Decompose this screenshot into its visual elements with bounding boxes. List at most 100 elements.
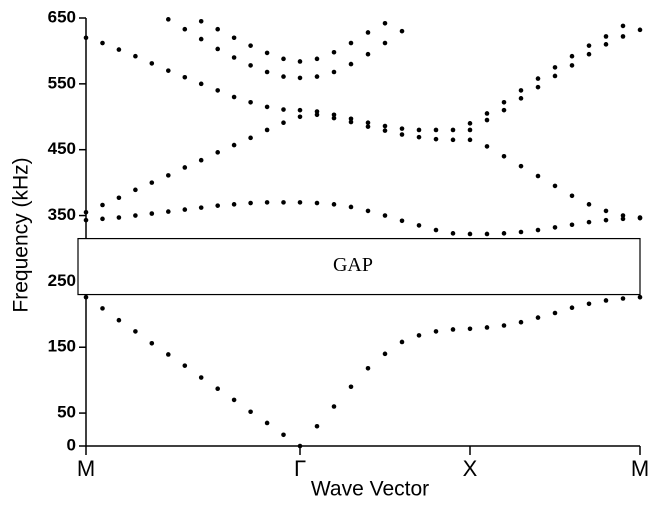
band-point: [552, 225, 558, 230]
band-point: [399, 218, 405, 224]
band-point: [416, 333, 422, 338]
band-point: [365, 366, 371, 371]
band-point: [518, 319, 524, 325]
band-point: [382, 40, 388, 46]
band-point: [416, 127, 422, 133]
band-point: [467, 137, 473, 143]
band-point: [620, 213, 626, 218]
band-point: [620, 216, 626, 222]
band-point: [281, 74, 286, 79]
band-point: [100, 216, 105, 222]
band-point: [215, 26, 220, 32]
band-point: [331, 115, 337, 121]
band-point: [248, 63, 253, 68]
band-point: [484, 231, 490, 237]
x-axis-label: Wave Vector: [311, 478, 429, 501]
x-tick-label: M: [77, 456, 95, 481]
band-point: [166, 352, 171, 357]
band-point: [166, 17, 171, 22]
band-point: [467, 127, 473, 133]
band-point: [348, 119, 354, 125]
band-point: [182, 165, 188, 170]
band-point: [182, 74, 188, 80]
band-point: [314, 112, 320, 118]
band-point: [248, 99, 253, 105]
band-point: [264, 104, 270, 110]
band-point: [535, 76, 541, 81]
band-point: [603, 208, 609, 214]
band-point: [100, 306, 105, 311]
band-point: [484, 117, 490, 123]
band-point: [552, 183, 558, 189]
band-point: [501, 107, 507, 113]
band-point: [586, 43, 592, 48]
band-point: [264, 50, 270, 56]
band-point: [116, 195, 122, 201]
band-point: [450, 231, 456, 236]
y-tick-label: 0: [67, 435, 76, 454]
band-point: [215, 88, 220, 93]
band-point: [198, 36, 204, 42]
band-point: [382, 128, 388, 133]
band-point: [399, 126, 405, 131]
band-point: [518, 96, 524, 101]
band-point: [133, 329, 138, 334]
band-point: [365, 51, 371, 57]
y-axis-label: Frequency (kHz): [10, 157, 33, 312]
band-point: [166, 173, 171, 178]
y-tick-label: 350: [48, 205, 76, 224]
band-point: [450, 327, 456, 332]
band-point: [365, 124, 371, 129]
y-tick-label: 250: [48, 271, 76, 290]
band-point: [182, 207, 188, 212]
band-point: [586, 219, 592, 225]
band-point: [133, 53, 138, 59]
band-point: [281, 107, 286, 112]
band-point: [314, 423, 320, 429]
band-point: [433, 127, 439, 133]
band-point: [198, 18, 204, 24]
band-point: [348, 61, 354, 67]
band-point: [297, 443, 303, 449]
band-point: [484, 144, 490, 149]
band-point: [166, 68, 171, 73]
band-point: [518, 88, 524, 93]
band-point: [501, 99, 507, 105]
band-point: [433, 136, 439, 142]
band-point: [535, 315, 541, 320]
band-point: [399, 132, 405, 137]
band-point: [637, 215, 643, 220]
band-point: [603, 42, 609, 47]
band-point: [331, 49, 337, 55]
band-point: [297, 107, 303, 113]
y-tick-label: 650: [48, 7, 76, 26]
band-point: [637, 294, 643, 300]
band-point: [586, 301, 592, 307]
band-point: [116, 317, 122, 323]
band-point: [248, 200, 253, 206]
band-point: [198, 81, 204, 87]
band-point: [182, 26, 188, 32]
band-point: [281, 120, 286, 125]
y-tick-label: 550: [48, 73, 76, 92]
band-point: [100, 202, 105, 208]
band-point: [297, 114, 303, 120]
band-point: [399, 28, 405, 34]
band-point: [331, 404, 337, 409]
band-point: [149, 340, 155, 346]
band-point: [215, 386, 220, 392]
band-point: [182, 363, 188, 368]
band-point: [198, 157, 204, 163]
band-point: [620, 296, 626, 301]
band-point: [331, 202, 337, 207]
band-point: [215, 46, 220, 52]
band-point: [116, 215, 122, 220]
band-point: [231, 94, 237, 100]
band-point: [231, 142, 237, 148]
band-point: [450, 137, 456, 143]
band-point: [382, 123, 388, 129]
band-point: [83, 209, 89, 215]
band-point: [603, 217, 609, 223]
band-point: [100, 40, 105, 46]
